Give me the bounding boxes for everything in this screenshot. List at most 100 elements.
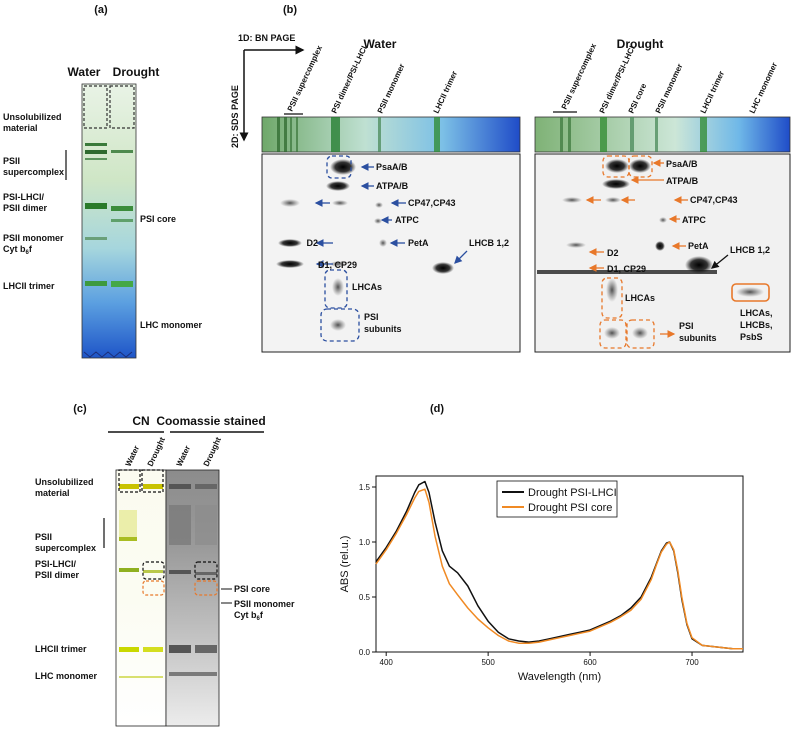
drought-spot-d1: D1, CP29 [607, 264, 646, 274]
drought-spots [537, 159, 764, 339]
drought-box-psi-sub-1 [599, 319, 627, 349]
label-unsolubilized-a-2: material [3, 123, 38, 133]
drought-band-psii-super: PSII supercomplex [560, 42, 599, 111]
drought-spot-subunits: subunits [679, 333, 717, 343]
drought-band-psii-mono: PSII monomer [654, 62, 685, 115]
panel-b-letter: (b) [283, 4, 297, 16]
c-label-psii-super-1: PSII [35, 532, 52, 542]
coomassie-bands [169, 484, 217, 676]
water-band-lhcii: LHCII trimer [432, 70, 460, 115]
drought-band-lhcii: LHCII trimer [699, 70, 727, 115]
drought-box-lhcas [601, 277, 623, 319]
title-water-b: Water [364, 37, 397, 51]
band-lhcii-drought [111, 281, 133, 287]
c-label-psii-mono-1: PSII monomer [234, 599, 295, 609]
water-2d-gel [261, 153, 521, 353]
legend-label-1: Drought PSI core [528, 502, 612, 514]
x-tick-label-3: 700 [685, 658, 699, 667]
c-label-psi-lhci-1: PSI-LHCI/ [35, 559, 77, 569]
y-tick-label-3: 1.5 [359, 483, 371, 492]
label-psii-super-a-1: PSII [3, 156, 20, 166]
water-spot-atpab: ATPA/B [376, 181, 409, 191]
lane-label-water: Water [68, 65, 101, 79]
water-band-psii-mono: PSII monomer [376, 62, 407, 115]
water-spot-cp47: CP47,CP43 [408, 198, 456, 208]
drought-spot-peta: PetA [688, 241, 709, 251]
lane-c-water-coom: Water [175, 444, 192, 468]
drought-box-lhcas-lhcbs [731, 283, 770, 302]
c-box-psi-lhci-cn [142, 561, 165, 580]
drought-spot-psbs: PsbS [740, 332, 763, 342]
label-psi-lhci-a-1: PSI-LHCI/ [3, 192, 45, 202]
axis-2d-label: 2D: SDS PAGE [230, 85, 240, 148]
water-box-psaab [326, 155, 352, 179]
water-spot-lhcas: LHCAs [352, 282, 382, 292]
drought-spot-atpc: ATPC [682, 215, 706, 225]
label-unsolubilized-a-1: Unsolubilized [3, 112, 62, 122]
water-box-psi-subunits [320, 308, 360, 342]
label-psi-core-a: PSI core [140, 214, 176, 224]
lane-c-water-cn: Water [124, 444, 141, 468]
panel-d-letter: (d) [430, 403, 444, 415]
drought-arrow-lhcb [710, 254, 729, 269]
drought-spot-psaab: PsaA/B [666, 159, 698, 169]
legend-label-0: Drought PSI-LHCI [528, 487, 617, 499]
water-spots [276, 159, 454, 331]
water-spot-d1: D1, CP29 [318, 260, 357, 270]
panel-a-letter: (a) [94, 4, 108, 16]
water-spot-peta: PetA [408, 238, 429, 248]
water-bn-strip [261, 116, 521, 153]
drought-spot-psi: PSI [679, 321, 694, 331]
drought-bn-strip [534, 116, 791, 153]
label-lhc-mono-a: LHC monomer [140, 320, 203, 330]
water-spot-psi: PSI [364, 312, 379, 322]
label-lhcii-a: LHCII trimer [3, 281, 55, 291]
band-lhcii-water [85, 281, 107, 286]
c-label-psii-mono-2: Cyt b6f [234, 610, 264, 622]
c-box-unsol-1 [118, 469, 141, 493]
panel-b: (b) 1D: BN PAGE 2D: SDS PAGE Water Droug… [230, 4, 791, 353]
drought-strip-bands [560, 117, 707, 152]
water-spot-subunits: subunits [364, 324, 402, 334]
water-spot-atpc: ATPC [395, 215, 419, 225]
axis-1d-label: 1D: BN PAGE [238, 33, 295, 43]
x-axis-label: Wavelength (nm) [518, 671, 601, 683]
c-box-psi-core-cn [142, 580, 165, 596]
title-drought-b: Drought [617, 37, 664, 51]
drought-spot-cp47: CP47,CP43 [690, 195, 738, 205]
drought-box-psi-sub-2 [626, 319, 655, 349]
group-coomassie: Coomassie stained [156, 414, 265, 428]
drought-spot-d2: D2 [607, 248, 619, 258]
panel-d: (d) 400 500 600 700 0.0 0.5 1.0 1.5 Wavelength (… [339, 403, 744, 683]
band-psii-super-water [85, 143, 107, 146]
band-psii-super-water-3 [85, 158, 107, 160]
panel-c-letter: (c) [73, 403, 87, 415]
group-cn: CN [132, 414, 149, 428]
c-label-lhcii: LHCII trimer [35, 644, 87, 654]
drought-spot-atpab: ATPA/B [666, 176, 699, 186]
drought-spot-lhcb: LHCB 1,2 [730, 245, 770, 255]
label-psii-super-a-2: supercomplex [3, 167, 64, 177]
band-psi-lhci-drought [111, 206, 133, 211]
drought-spot-lhcas: LHCAs [625, 293, 655, 303]
drought-spot-lhcbs: LHCBs, [740, 320, 773, 330]
x-tick-label-1: 500 [481, 658, 495, 667]
gel-bottom-edge [83, 351, 133, 358]
c-label-psi-lhci-2: PSII dimer [35, 570, 80, 580]
legend-box [496, 480, 618, 518]
drought-2d-gel [534, 153, 791, 353]
label-psii-mono-a-2: Cyt b6f [3, 244, 33, 256]
lane-label-drought: Drought [113, 65, 160, 79]
water-band-psii-super: PSII supercomplex [286, 44, 325, 113]
plot-frame [375, 475, 744, 653]
water-arrows [314, 163, 468, 268]
c-box-psi-core-coom [194, 580, 218, 596]
c-label-psii-super-2: supercomplex [35, 543, 96, 553]
band-psi-lhci-water [85, 203, 107, 209]
drought-band-psi-core: PSI core [627, 82, 649, 115]
c-box-psi-lhci-coom [194, 561, 218, 580]
band-psii-super-drought [111, 150, 133, 153]
c-box-unsol-2 [141, 469, 164, 493]
box-unsolubilized-drought [109, 85, 135, 129]
water-strip-bands [277, 117, 440, 152]
